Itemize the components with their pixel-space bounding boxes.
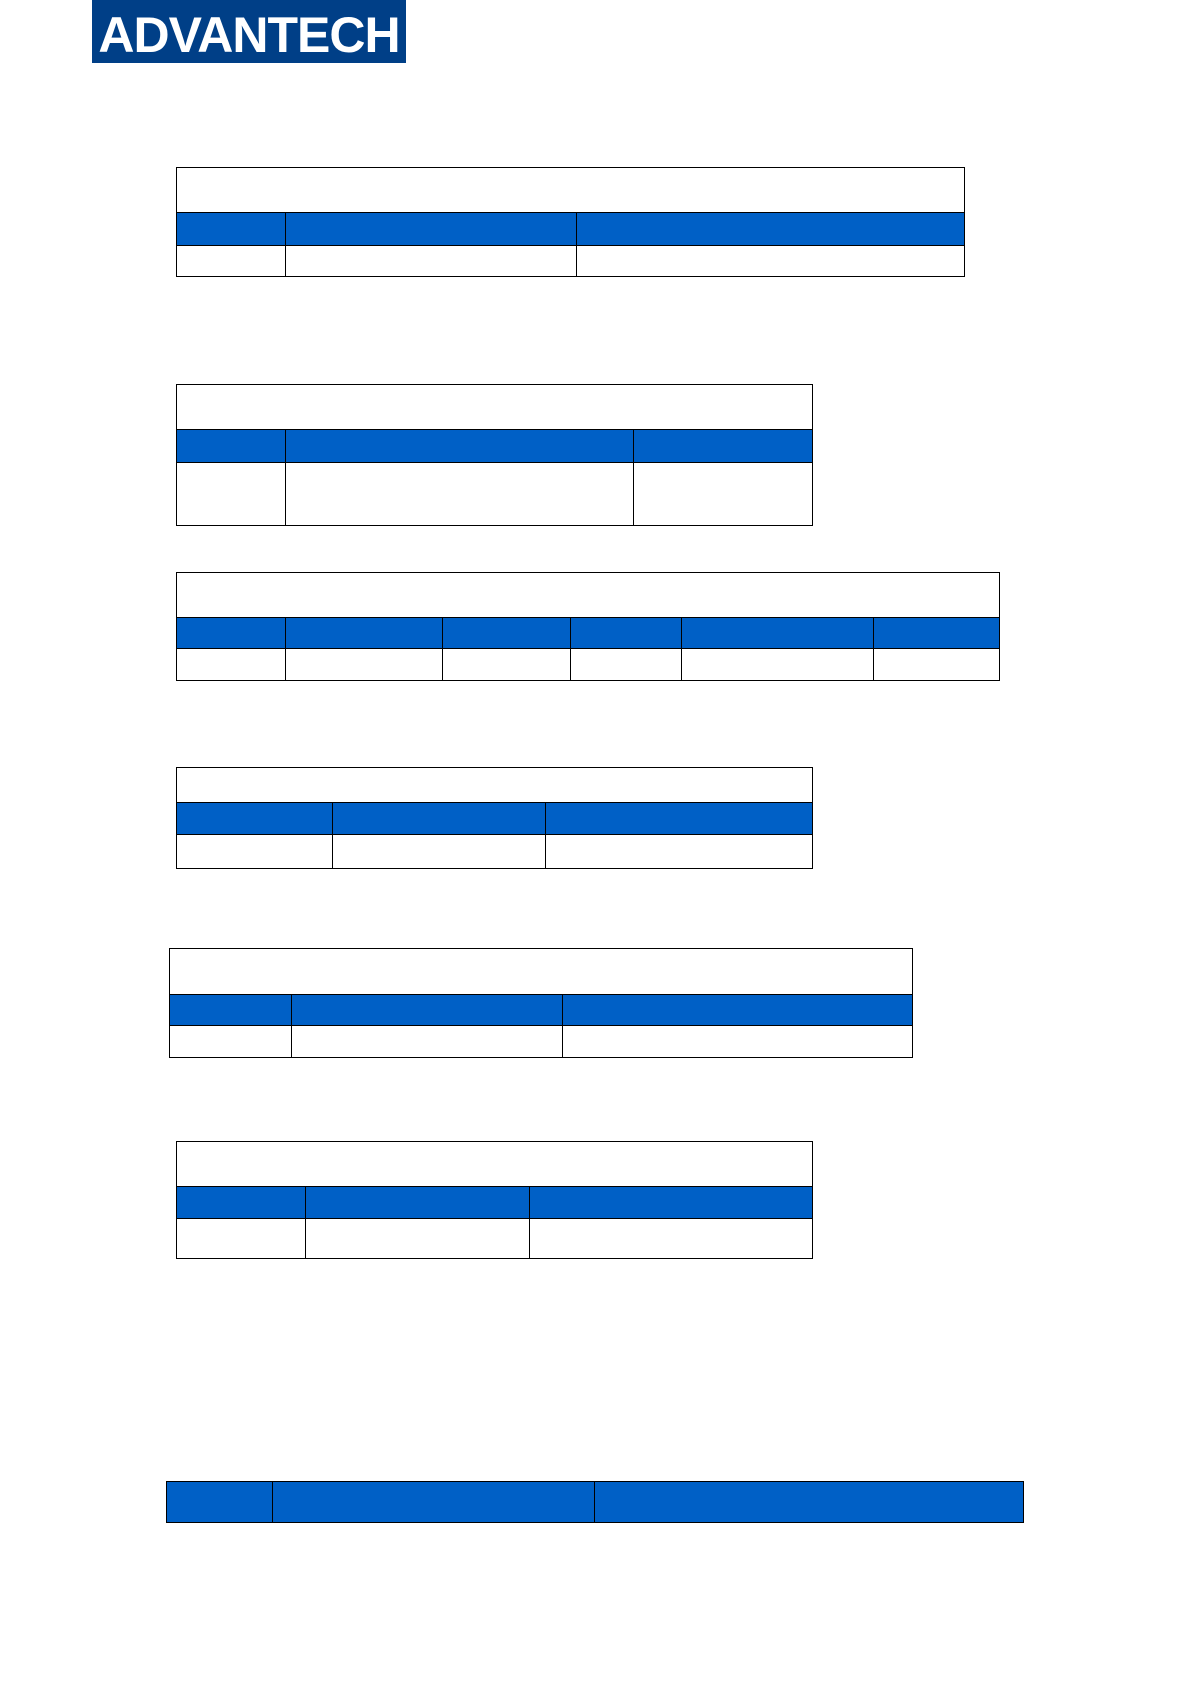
table-2	[175, 384, 814, 526]
table-title	[175, 167, 966, 213]
table-title-row	[175, 572, 1001, 618]
table-cell	[285, 245, 577, 277]
column-header	[681, 617, 874, 649]
column-header	[594, 1481, 1024, 1523]
column-header	[544, 802, 814, 835]
table-5	[168, 948, 914, 1058]
table-title	[168, 948, 914, 995]
table-cell	[285, 648, 443, 681]
column-header	[632, 429, 814, 463]
advantech-logo: ADVANTECH	[92, 0, 406, 63]
column-header	[176, 429, 286, 463]
column-header	[528, 1186, 814, 1219]
table-cell	[176, 245, 286, 277]
table-cell	[544, 834, 814, 869]
table-title	[175, 384, 814, 430]
table-cell	[575, 245, 966, 277]
column-header	[285, 617, 443, 649]
table-row	[176, 648, 1001, 681]
table-7	[166, 1481, 1024, 1523]
table-cell	[872, 648, 1001, 681]
table-header-row	[169, 994, 914, 1026]
table-cell	[176, 834, 333, 869]
table-header-row	[166, 1481, 1024, 1523]
column-header	[176, 802, 333, 835]
table-cell	[332, 834, 546, 869]
table-row	[169, 1025, 914, 1058]
table-cell	[176, 1218, 306, 1259]
table-row	[176, 462, 814, 526]
table-title	[175, 1141, 814, 1187]
table-cell	[442, 648, 571, 681]
column-header	[332, 802, 546, 835]
table-title	[175, 572, 1001, 618]
column-header	[272, 1481, 595, 1523]
table-title-row	[175, 384, 814, 430]
column-header	[176, 212, 286, 246]
column-header	[872, 617, 1001, 649]
table-cell	[561, 1025, 914, 1058]
table-cell	[305, 1218, 530, 1259]
table-3	[175, 572, 1001, 681]
table-cell	[291, 1025, 563, 1058]
table-header-row	[176, 429, 814, 463]
table-title-row	[175, 1141, 814, 1187]
column-header	[285, 429, 634, 463]
column-header	[285, 212, 577, 246]
table-cell	[632, 462, 814, 526]
table-header-row	[176, 802, 814, 835]
column-header	[442, 617, 571, 649]
table-cell	[528, 1218, 814, 1259]
column-header	[570, 617, 682, 649]
table-row	[176, 245, 966, 277]
table-cell	[570, 648, 682, 681]
column-header	[305, 1186, 530, 1219]
column-header	[169, 994, 292, 1026]
table-header-row	[176, 212, 966, 246]
table-1	[175, 167, 966, 277]
column-header	[176, 1186, 306, 1219]
table-title-row	[175, 167, 966, 213]
column-header	[176, 617, 286, 649]
logo-text: ADVANTECH	[98, 6, 400, 63]
table-row	[176, 834, 814, 869]
column-header	[561, 994, 914, 1026]
table-cell	[681, 648, 874, 681]
table-cell	[176, 648, 286, 681]
column-header	[575, 212, 966, 246]
column-header	[291, 994, 563, 1026]
column-header	[166, 1481, 273, 1523]
table-cell	[169, 1025, 292, 1058]
table-title-row	[168, 948, 914, 995]
table-header-row	[176, 1186, 814, 1219]
table-row	[176, 1218, 814, 1259]
table-6	[175, 1141, 814, 1259]
table-cell	[176, 462, 286, 526]
table-cell	[285, 462, 634, 526]
table-4	[175, 767, 814, 869]
table-title-row	[175, 767, 814, 803]
table-title	[175, 767, 814, 803]
table-header-row	[176, 617, 1001, 649]
